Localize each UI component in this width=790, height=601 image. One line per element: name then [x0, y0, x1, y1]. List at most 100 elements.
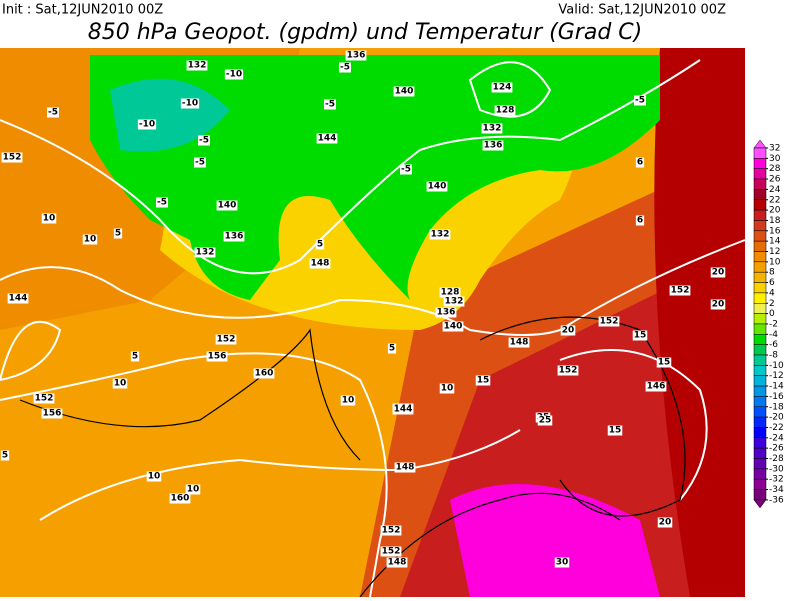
contour-label: 128: [496, 106, 515, 116]
contour-label: 10: [114, 379, 127, 389]
colorbar-band: [753, 271, 767, 283]
contour-label-bg: [47, 107, 59, 118]
contour-label: 140: [428, 182, 447, 192]
contour-label: 20: [712, 300, 725, 310]
colorbar-band: [753, 437, 767, 449]
colorbar-band: [753, 220, 767, 232]
colorbar-label: -6: [769, 340, 778, 350]
contour-label-bg: [710, 267, 726, 278]
contour-label-bg: [82, 234, 98, 245]
contour-label-bg: [439, 383, 455, 394]
contour-label-bg: [598, 316, 620, 327]
contour-label-bg: [186, 60, 208, 71]
contour-label: 148: [396, 463, 415, 473]
contour-label-bg: [324, 99, 336, 110]
colorbar-band: [753, 344, 767, 356]
contour-label-bg: [194, 157, 206, 168]
contour-label: 146: [647, 382, 666, 392]
contour-label: 132: [196, 248, 215, 258]
contour-label: 144: [9, 294, 28, 304]
contour-label: 15: [477, 376, 490, 386]
contour-label-bg: [185, 484, 201, 495]
colorbar-band: [753, 458, 767, 470]
contour-label-bg: [439, 287, 461, 298]
colorbar-band: [753, 323, 767, 335]
contour-label-bg: [710, 299, 726, 310]
colorbar-band: [753, 365, 767, 376]
colorbar-band: [753, 334, 767, 345]
contour-label: 152: [382, 526, 401, 536]
contour-label: 10: [187, 485, 200, 495]
contour-label-bg: [206, 351, 228, 362]
colorbar-band: [753, 178, 767, 190]
contour-label: 10: [441, 384, 454, 394]
colorbar-band: [753, 385, 767, 397]
contour-line: [0, 320, 62, 381]
contour-label-bg: [560, 325, 576, 336]
contour-label: 15: [634, 331, 647, 341]
contour-label-bg: [180, 98, 200, 109]
colorbar-label: -16: [769, 392, 784, 402]
colorbar-label: 24: [769, 185, 781, 195]
colorbar-band: [753, 303, 767, 314]
contour-label-bg: [635, 157, 645, 168]
contour-label-bg: [224, 69, 244, 80]
contour-label: -10: [226, 70, 242, 80]
contour-label-bg: [380, 546, 402, 557]
colorbar-label: -14: [769, 382, 784, 392]
colorbar-label: 12: [769, 247, 780, 257]
contour-label: -10: [182, 99, 198, 109]
contour-label: 144: [318, 134, 337, 144]
contour-label-bg: [435, 307, 457, 318]
contour-label-bg: [394, 462, 416, 473]
contour-label-bg: [657, 517, 673, 528]
contour-label: -5: [340, 63, 350, 73]
contour-label-bg: [339, 62, 351, 73]
contour-label: 152: [671, 286, 690, 296]
contour-label-bg: [386, 557, 408, 568]
colorbar-label: -30: [769, 464, 784, 474]
contour-label-bg: [508, 337, 530, 348]
colorbar-label: -28: [769, 454, 784, 464]
colorbar-band: [753, 468, 767, 480]
contour-label: 132: [483, 124, 502, 134]
contour-label-bg: [137, 119, 157, 130]
map: [0, 48, 746, 598]
contour-label-bg: [429, 229, 451, 240]
contour-label-bg: [475, 375, 491, 386]
contour-label-bg: [392, 404, 414, 415]
contour-label-bg: [0, 450, 10, 461]
colorbar-label: 26: [769, 175, 781, 185]
contour-label-bg: [316, 133, 338, 144]
contour-label: -5: [401, 165, 411, 175]
colorbar-arrow: [753, 499, 767, 509]
contour-label-bg: [146, 471, 162, 482]
contour-label: 15: [658, 358, 671, 368]
contour-label: 5: [317, 240, 323, 250]
colorbar-label: 22: [769, 195, 780, 205]
contour-label: -5: [635, 96, 645, 106]
colorbar-label: 2: [769, 299, 775, 309]
contour-label-bg: [130, 351, 140, 362]
colorbar-label: -8: [769, 351, 778, 361]
colorbar-band: [753, 147, 767, 159]
colorbar-band: [753, 292, 767, 304]
colorbar-label: -12: [769, 371, 784, 381]
contour-label-bg: [198, 135, 210, 146]
colorbar-label: 4: [769, 288, 775, 298]
colorbar-band: [753, 199, 767, 211]
colorbar-band: [753, 313, 767, 325]
colorbar-band: [753, 375, 767, 387]
contour-label-bg: [1, 152, 23, 163]
contour-label-bg: [400, 164, 412, 175]
contour-label-bg: [554, 557, 570, 568]
contour-label: -5: [157, 198, 167, 208]
contour-line: [559, 349, 708, 501]
contour-label: 140: [444, 322, 463, 332]
colorbar-band: [753, 240, 767, 252]
contour-label: 152: [600, 317, 619, 327]
colorbar-band: [753, 416, 767, 428]
contour-label-bg: [537, 415, 553, 426]
contour-label: 10: [148, 472, 161, 482]
colorbar-label: -36: [769, 495, 784, 505]
